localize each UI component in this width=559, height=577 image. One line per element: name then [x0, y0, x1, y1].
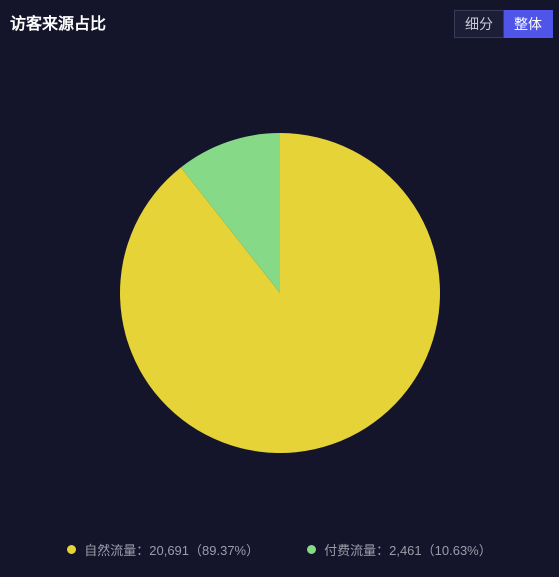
- pie-chart-container: [0, 108, 559, 488]
- legend-item-organic: 自然流量：20,691（89.37%）: [67, 540, 259, 559]
- panel-title: 访客来源占比: [10, 10, 106, 34]
- tab-overall[interactable]: 整体: [504, 10, 553, 38]
- view-tabs: 细分 整体: [454, 10, 553, 38]
- chart-legend: 自然流量：20,691（89.37%） 付费流量：2,461（10.63%）: [0, 540, 559, 559]
- legend-label-organic: 自然流量：20,691（89.37%）: [84, 540, 259, 559]
- tab-detail[interactable]: 细分: [454, 10, 504, 38]
- legend-item-paid: 付费流量：2,461（10.63%）: [307, 540, 492, 559]
- pie-chart: [0, 108, 559, 488]
- legend-swatch-paid: [307, 545, 316, 554]
- legend-swatch-organic: [67, 545, 76, 554]
- legend-label-paid: 付费流量：2,461（10.63%）: [324, 540, 492, 559]
